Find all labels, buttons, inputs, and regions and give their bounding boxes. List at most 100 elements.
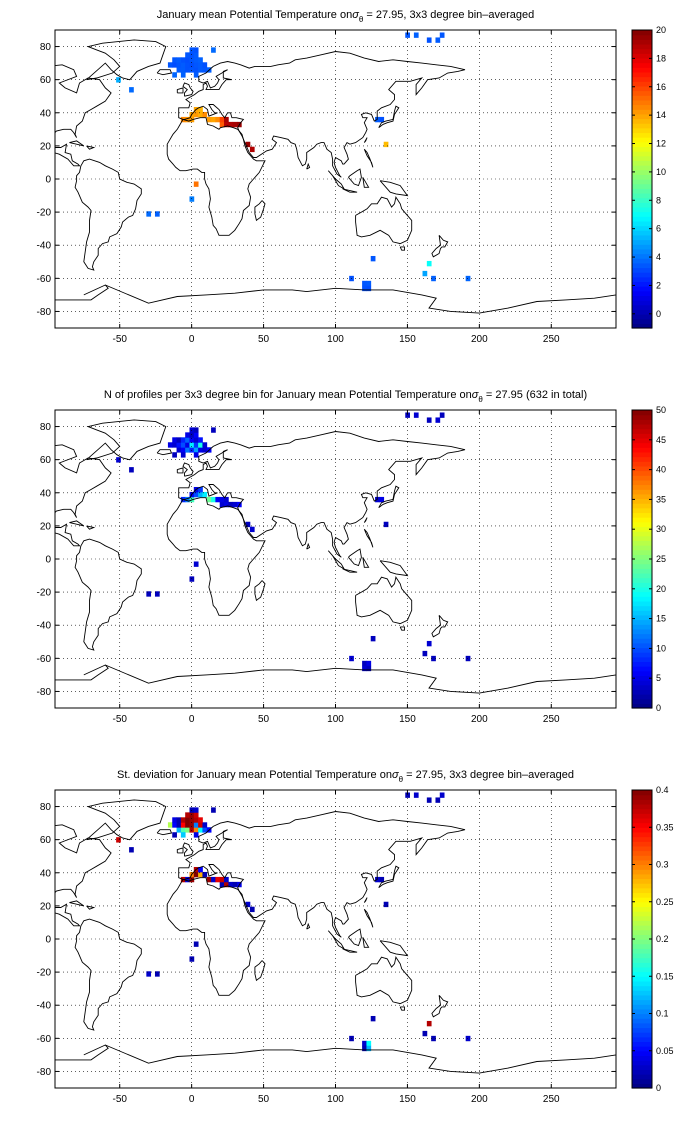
- data-cell: [193, 812, 199, 818]
- colorbar-segment: [632, 109, 652, 115]
- data-cell: [215, 876, 221, 883]
- colorbar-segment: [632, 822, 652, 828]
- data-cell: [189, 196, 195, 202]
- colorbar-segment: [632, 465, 652, 472]
- coastline: [86, 39, 167, 81]
- data-cell: [180, 72, 186, 78]
- colorbar-segment: [632, 507, 652, 514]
- data-cell: [180, 822, 186, 828]
- data-cell: [202, 822, 208, 828]
- y-tick-label: -60: [37, 1034, 52, 1045]
- colorbar-segment: [632, 878, 652, 884]
- data-cell: [224, 496, 229, 503]
- data-cell: [193, 72, 199, 78]
- colorbar-segment: [632, 808, 652, 814]
- data-cell: [172, 832, 177, 838]
- y-tick-label: 80: [40, 42, 52, 53]
- colorbar-segment: [632, 517, 652, 523]
- colorbar-segment: [632, 999, 652, 1005]
- y-tick-label: 0: [45, 175, 51, 186]
- colorbar-segment: [632, 160, 652, 166]
- y-tick-label: -60: [37, 654, 52, 665]
- colorbar-tick-label: 18: [656, 53, 666, 63]
- colorbar-segment: [632, 137, 652, 143]
- data-cell: [219, 876, 225, 883]
- colorbar-segment: [632, 230, 652, 236]
- colorbar-segment: [632, 1004, 652, 1010]
- colorbar-segment: [632, 39, 652, 45]
- data-cell: [202, 871, 208, 878]
- data-cell: [366, 660, 372, 667]
- data-cell: [189, 57, 195, 63]
- y-tick-label: 40: [40, 488, 52, 499]
- colorbar-segment: [632, 694, 652, 700]
- data-cell: [362, 285, 367, 292]
- colorbar-segment: [632, 966, 652, 973]
- data-cell: [198, 866, 203, 873]
- coastline: [342, 948, 358, 953]
- colorbar-segment: [632, 1027, 652, 1033]
- colorbar-segment: [632, 470, 652, 476]
- coastline: [355, 576, 413, 625]
- colorbar-segment: [632, 920, 652, 926]
- x-tick-label: 150: [399, 1094, 416, 1105]
- data-cell: [176, 827, 182, 833]
- x-tick-label: -50: [113, 714, 128, 725]
- colorbar-segment: [632, 901, 652, 908]
- data-cell: [211, 807, 216, 813]
- data-cell: [185, 442, 190, 448]
- data-cell: [189, 447, 195, 453]
- colorbar-segment: [632, 1074, 652, 1080]
- data-cell: [193, 822, 199, 828]
- colorbar-segment: [632, 883, 652, 889]
- y-tick-label: -20: [37, 968, 52, 979]
- data-cell: [249, 906, 255, 913]
- colorbar-segment: [632, 1018, 652, 1024]
- data-cell: [176, 442, 182, 448]
- coastline: [363, 908, 374, 928]
- data-cell: [228, 501, 234, 508]
- coastline: [399, 626, 405, 631]
- coastline: [86, 145, 96, 150]
- y-tick-label: 80: [40, 802, 52, 813]
- data-cell: [379, 496, 385, 503]
- data-cell: [185, 52, 190, 58]
- colorbar-segment: [632, 619, 652, 625]
- colorbar-tick-label: 45: [656, 435, 666, 445]
- y-tick-label: -20: [37, 208, 52, 219]
- coastline: [431, 995, 449, 1018]
- coastline: [348, 548, 362, 567]
- colorbar-segment: [632, 151, 652, 157]
- coastline: [355, 196, 413, 245]
- x-tick-label: 200: [471, 334, 488, 345]
- colorbar-segment: [632, 666, 652, 672]
- data-cell: [193, 561, 199, 567]
- data-cell: [129, 87, 134, 93]
- colorbar-segment: [632, 869, 652, 875]
- colorbar-tick-label: 8: [656, 195, 661, 205]
- colorbar-segment: [632, 925, 652, 931]
- colorbar-segment: [632, 675, 652, 681]
- colorbar-tick-label: 0: [656, 1083, 661, 1093]
- colorbar-segment: [632, 146, 652, 152]
- colorbar-segment: [632, 535, 652, 541]
- data-cell: [211, 876, 216, 883]
- data-cell: [413, 32, 419, 38]
- data-cell: [362, 280, 367, 287]
- data-cell: [189, 432, 195, 438]
- data-cell: [185, 827, 190, 833]
- data-cell: [198, 442, 203, 448]
- colorbar-segment: [632, 414, 652, 420]
- colorbar-segment: [632, 512, 652, 518]
- colorbar-tick-label: 20: [656, 584, 666, 594]
- data-cell: [383, 901, 389, 908]
- colorbar-segment: [632, 493, 652, 500]
- data-cell: [249, 146, 255, 153]
- data-cell: [180, 67, 186, 73]
- data-cell: [465, 1035, 471, 1042]
- data-cell: [366, 665, 372, 672]
- data-cell: [172, 442, 177, 448]
- data-cell: [232, 501, 238, 508]
- coastline: [431, 615, 449, 638]
- colorbar: 0 5 10 15 20 25 30 35 40 45 50: [631, 405, 666, 713]
